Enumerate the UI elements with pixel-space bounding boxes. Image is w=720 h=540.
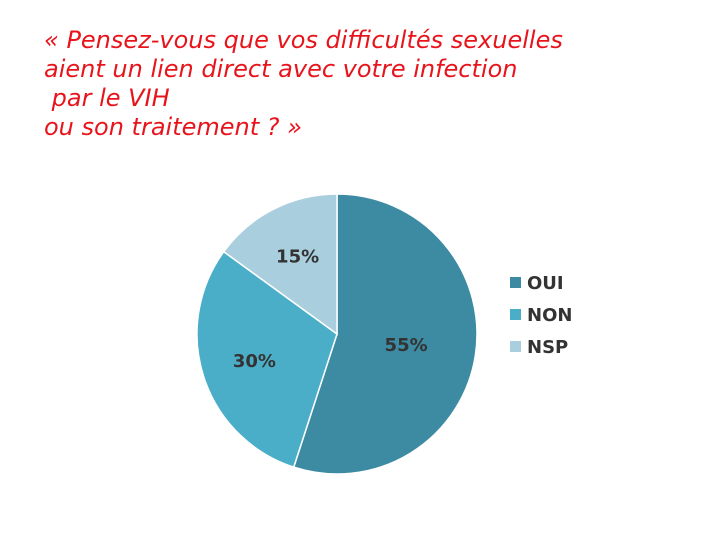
pie-slice-nsp xyxy=(222,193,338,336)
chart-title-line-4: ou son traitement ? » xyxy=(44,113,302,141)
data-label-oui: 55% xyxy=(385,335,428,356)
pie-slice-non xyxy=(196,250,338,469)
data-label-nsp: 15% xyxy=(276,247,319,268)
pie-data-labels: 55% 30% 15% xyxy=(233,247,428,372)
legend-swatch-non xyxy=(510,309,521,320)
chart-title-line-1: « Pensez-vous que vos difficultés sexuel… xyxy=(44,26,563,54)
legend-label-nsp: NSP xyxy=(527,337,568,358)
pie-slices xyxy=(196,193,478,475)
legend-label-oui: OUI xyxy=(527,273,564,294)
pie-slice-oui xyxy=(292,193,478,475)
legend-swatch-nsp xyxy=(510,341,521,352)
chart-title: « Pensez-vous que vos difficultés sexuel… xyxy=(44,26,684,142)
chart-title-line-3: par le VIH xyxy=(44,84,170,112)
chart-legend: OUI NON NSP xyxy=(510,273,572,358)
legend-label-non: NON xyxy=(527,305,572,326)
data-label-non: 30% xyxy=(233,351,276,372)
legend-swatch-oui xyxy=(510,277,521,288)
chart-title-line-2: aient un lien direct avec votre infectio… xyxy=(44,55,518,83)
